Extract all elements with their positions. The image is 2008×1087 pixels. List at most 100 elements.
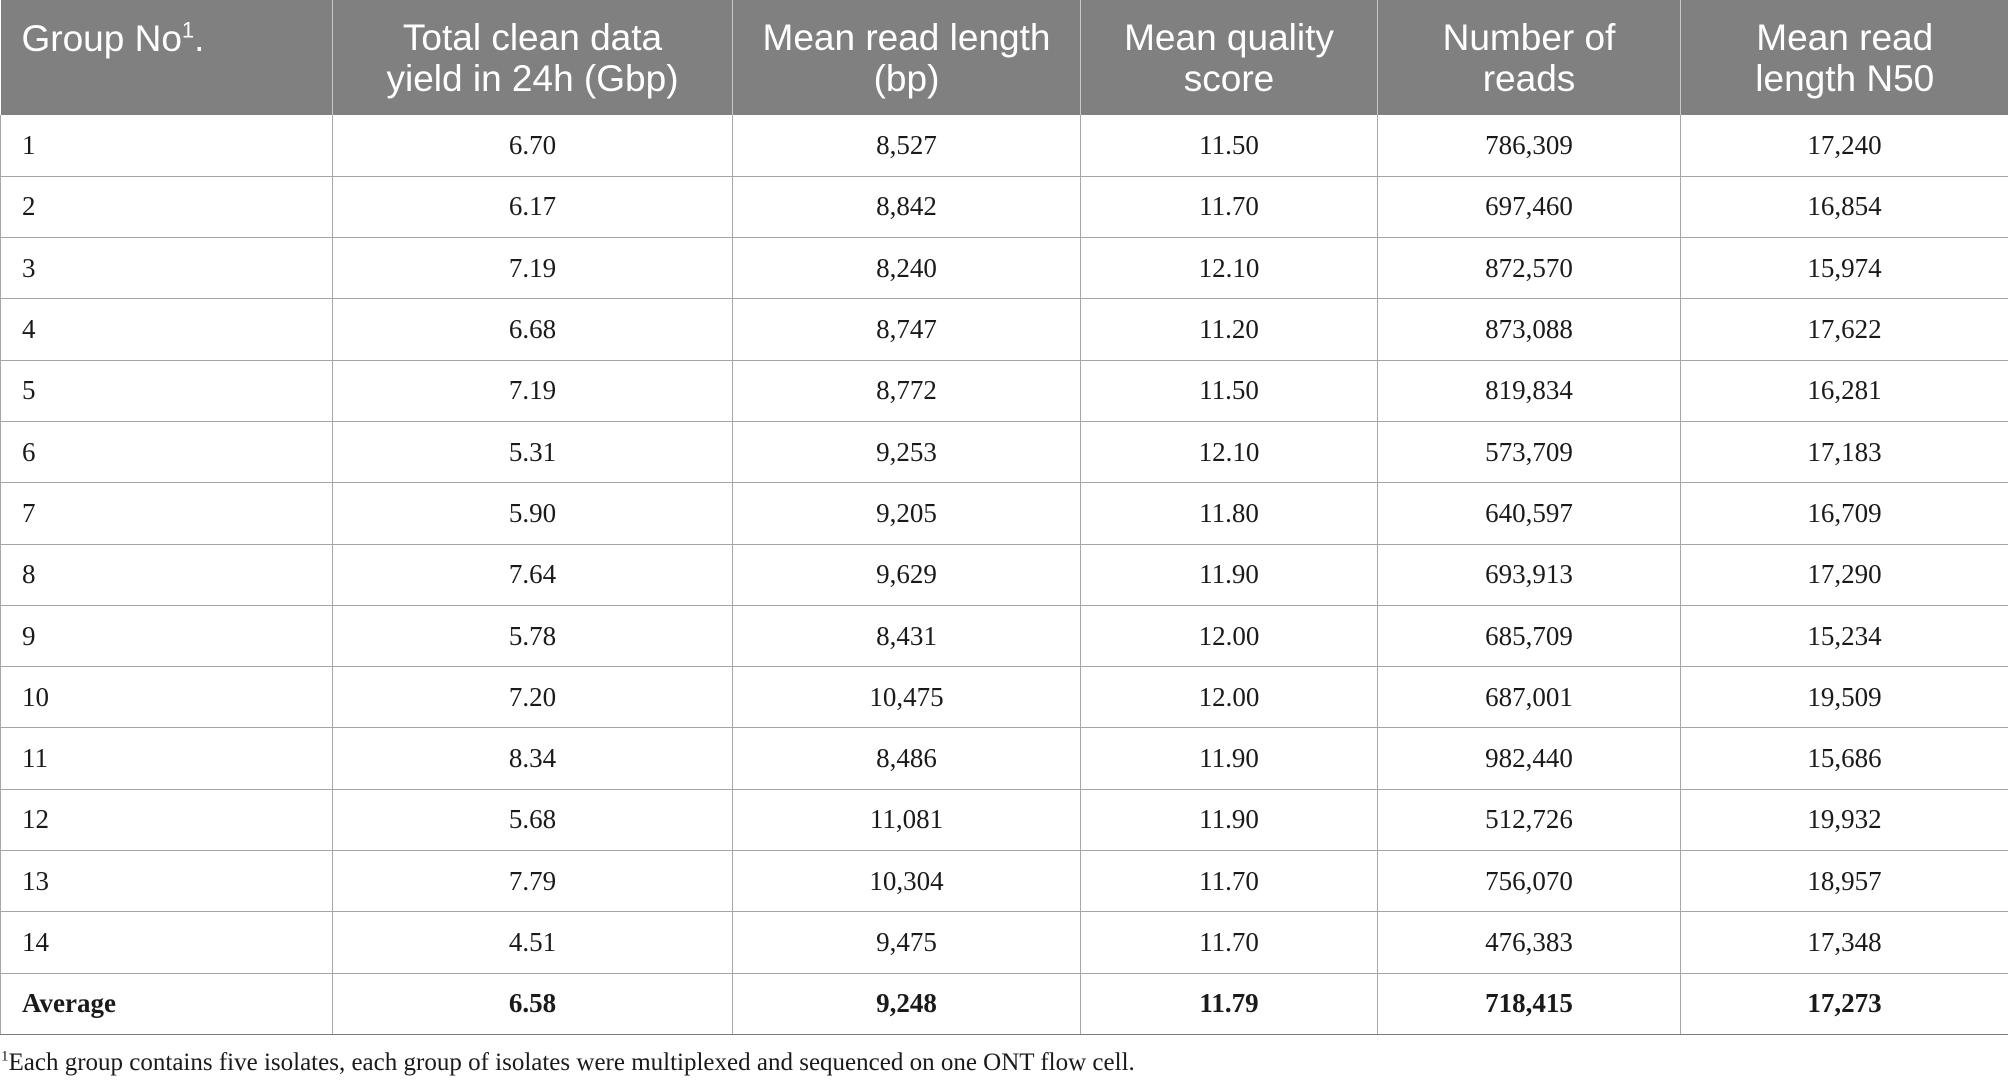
cell-mean-quality-score: 11.90 xyxy=(1080,544,1378,606)
table-row: 2 6.17 8,842 11.70 697,460 16,854 xyxy=(0,176,2008,239)
cell-mean-quality-score: 11.70 xyxy=(1080,176,1378,239)
cell-total-yield: 5.90 xyxy=(332,482,733,545)
cell-number-of-reads: 693,913 xyxy=(1377,544,1681,606)
cell-number-of-reads: 685,709 xyxy=(1377,605,1681,668)
cell-group-no: 2 xyxy=(0,176,333,239)
cell-group-no: 13 xyxy=(0,850,333,913)
average-group-no: Average xyxy=(0,973,333,1035)
cell-group-no: 7 xyxy=(0,482,333,545)
cell-read-length-n50: 16,854 xyxy=(1680,176,2008,239)
cell-mean-read-length: 8,747 xyxy=(732,298,1081,361)
cell-number-of-reads: 786,309 xyxy=(1377,115,1681,177)
cell-mean-read-length: 8,842 xyxy=(732,176,1081,239)
cell-read-length-n50: 17,240 xyxy=(1680,115,2008,177)
cell-mean-read-length: 9,205 xyxy=(732,482,1081,545)
cell-number-of-reads: 982,440 xyxy=(1377,727,1681,790)
table-row-average: Average 6.58 9,248 11.79 718,415 17,273 xyxy=(0,973,2008,1035)
header-mean-quality-score: Mean quality score xyxy=(1080,0,1378,115)
cell-number-of-reads: 640,597 xyxy=(1377,482,1681,545)
cell-mean-read-length: 10,304 xyxy=(732,850,1081,913)
table-row: 9 5.78 8,431 12.00 685,709 15,234 xyxy=(0,605,2008,668)
cell-mean-read-length: 11,081 xyxy=(732,789,1081,852)
cell-group-no: 5 xyxy=(0,360,333,422)
table-row: 13 7.79 10,304 11.70 756,070 18,957 xyxy=(0,850,2008,913)
sequencing-results-table: Group No1. Total clean data yield in 24h … xyxy=(0,0,2008,1035)
cell-number-of-reads: 873,088 xyxy=(1377,298,1681,361)
cell-total-yield: 6.68 xyxy=(332,298,733,361)
table-row: 8 7.64 9,629 11.90 693,913 17,290 xyxy=(0,544,2008,606)
table-row: 1 6.70 8,527 11.50 786,309 17,240 xyxy=(0,115,2008,177)
cell-mean-quality-score: 12.00 xyxy=(1080,666,1378,729)
cell-read-length-n50: 16,281 xyxy=(1680,360,2008,422)
cell-total-yield: 7.79 xyxy=(332,850,733,913)
cell-mean-read-length: 8,240 xyxy=(732,237,1081,300)
cell-mean-read-length: 10,475 xyxy=(732,666,1081,729)
cell-group-no: 8 xyxy=(0,544,333,606)
cell-mean-quality-score: 11.50 xyxy=(1080,115,1378,177)
table-footnote: 1Each group contains five isolates, each… xyxy=(1,1049,1135,1077)
cell-mean-read-length: 8,772 xyxy=(732,360,1081,422)
table-row: 6 5.31 9,253 12.10 573,709 17,183 xyxy=(0,421,2008,484)
table-row: 5 7.19 8,772 11.50 819,834 16,281 xyxy=(0,360,2008,422)
cell-mean-read-length: 8,431 xyxy=(732,605,1081,668)
cell-mean-quality-score: 11.90 xyxy=(1080,727,1378,790)
header-total-yield: Total clean data yield in 24h (Gbp) xyxy=(332,0,733,115)
cell-read-length-n50: 19,509 xyxy=(1680,666,2008,729)
cell-mean-quality-score: 12.00 xyxy=(1080,605,1378,668)
table-row: 7 5.90 9,205 11.80 640,597 16,709 xyxy=(0,482,2008,545)
cell-group-no: 11 xyxy=(0,727,333,790)
cell-group-no: 3 xyxy=(0,237,333,300)
table-row: 14 4.51 9,475 11.70 476,383 17,348 xyxy=(0,911,2008,974)
cell-total-yield: 8.34 xyxy=(332,727,733,790)
data-table-container: Group No1. Total clean data yield in 24h … xyxy=(0,0,2008,1035)
cell-mean-read-length: 9,629 xyxy=(732,544,1081,606)
cell-total-yield: 7.19 xyxy=(332,237,733,300)
cell-group-no: 14 xyxy=(0,911,333,974)
cell-group-no: 9 xyxy=(0,605,333,668)
header-mean-read-length: Mean read length (bp) xyxy=(732,0,1081,115)
cell-total-yield: 4.51 xyxy=(332,911,733,974)
cell-mean-quality-score: 11.70 xyxy=(1080,850,1378,913)
cell-number-of-reads: 687,001 xyxy=(1377,666,1681,729)
header-group-no: Group No1. xyxy=(0,0,333,115)
table-row: 11 8.34 8,486 11.90 982,440 15,686 xyxy=(0,727,2008,790)
cell-read-length-n50: 15,234 xyxy=(1680,605,2008,668)
cell-number-of-reads: 697,460 xyxy=(1377,176,1681,239)
table-row: 12 5.68 11,081 11.90 512,726 19,932 xyxy=(0,789,2008,852)
cell-mean-read-length: 9,475 xyxy=(732,911,1081,974)
cell-read-length-n50: 16,709 xyxy=(1680,482,2008,545)
header-read-length-n50: Mean read length N50 xyxy=(1680,0,2008,115)
cell-mean-quality-score: 11.20 xyxy=(1080,298,1378,361)
cell-total-yield: 5.31 xyxy=(332,421,733,484)
cell-total-yield: 5.78 xyxy=(332,605,733,668)
cell-group-no: 4 xyxy=(0,298,333,361)
average-number-of-reads: 718,415 xyxy=(1377,973,1681,1035)
cell-number-of-reads: 573,709 xyxy=(1377,421,1681,484)
cell-group-no: 10 xyxy=(0,666,333,729)
cell-total-yield: 5.68 xyxy=(332,789,733,852)
cell-read-length-n50: 17,183 xyxy=(1680,421,2008,484)
cell-number-of-reads: 512,726 xyxy=(1377,789,1681,852)
cell-mean-quality-score: 12.10 xyxy=(1080,421,1378,484)
average-mean-quality-score: 11.79 xyxy=(1080,973,1378,1035)
cell-group-no: 6 xyxy=(0,421,333,484)
header-number-of-reads: Number of reads xyxy=(1377,0,1681,115)
cell-group-no: 1 xyxy=(0,115,333,177)
cell-total-yield: 7.20 xyxy=(332,666,733,729)
cell-number-of-reads: 872,570 xyxy=(1377,237,1681,300)
cell-number-of-reads: 819,834 xyxy=(1377,360,1681,422)
cell-total-yield: 7.19 xyxy=(332,360,733,422)
cell-total-yield: 7.64 xyxy=(332,544,733,606)
cell-read-length-n50: 19,932 xyxy=(1680,789,2008,852)
footnote-text: Each group contains five isolates, each … xyxy=(8,1049,1135,1076)
cell-read-length-n50: 17,348 xyxy=(1680,911,2008,974)
average-total-yield: 6.58 xyxy=(332,973,733,1035)
table-row: 4 6.68 8,747 11.20 873,088 17,622 xyxy=(0,298,2008,361)
table-row: 3 7.19 8,240 12.10 872,570 15,974 xyxy=(0,237,2008,300)
cell-mean-quality-score: 11.70 xyxy=(1080,911,1378,974)
cell-mean-read-length: 9,253 xyxy=(732,421,1081,484)
cell-mean-read-length: 8,486 xyxy=(732,727,1081,790)
cell-total-yield: 6.70 xyxy=(332,115,733,177)
average-read-length-n50: 17,273 xyxy=(1680,973,2008,1035)
average-mean-read-length: 9,248 xyxy=(732,973,1081,1035)
